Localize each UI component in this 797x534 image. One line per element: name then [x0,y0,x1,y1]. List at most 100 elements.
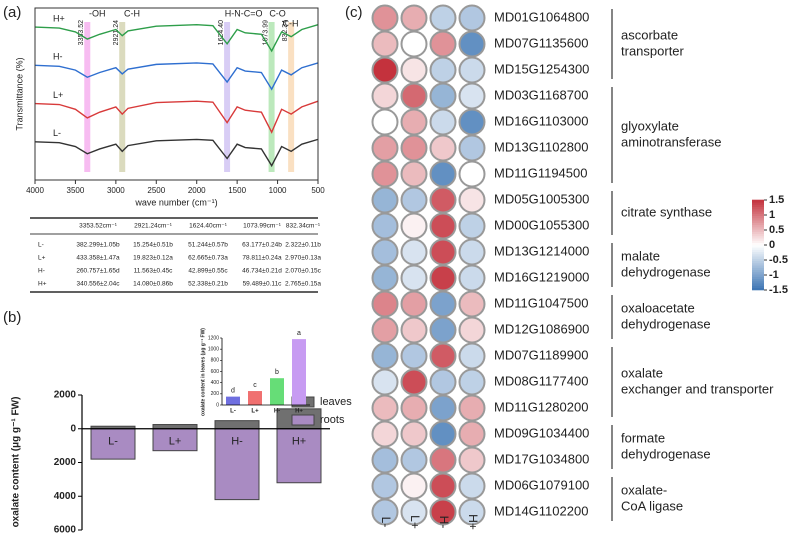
heat-cell [429,186,457,214]
gene-label: MD01G1064800 [494,9,589,24]
heat-cell [400,498,428,526]
group-label: oxalate [621,365,663,380]
significance-letter: c [253,382,257,389]
gene-label: MD14G1102200 [494,503,588,518]
gene-label: MD08G1177400 [494,373,588,388]
gene-label: MD12G1086900 [494,321,589,336]
colorbar-slice [752,282,764,286]
group-label: exchanger and transporter [621,381,774,396]
colorbar-slice [752,246,764,250]
heat-cell [458,472,486,500]
heat-cell [458,4,486,32]
colorbar-slice [752,267,764,271]
heat-cell [400,186,428,214]
colorbar-slice [752,226,764,230]
group-label: oxalate- [621,482,667,497]
table-cell: 260.757±1.65d [76,268,120,275]
annotation: H-N-C=O [225,8,263,18]
colorbar-slice [752,219,764,223]
colorbar-slice [752,215,764,219]
heat-cell [400,264,428,292]
heat-cell [458,238,486,266]
gene-label: MD03G1168700 [494,87,588,102]
band-label: 1624.40 [218,20,225,45]
colorbar-slice [752,228,764,232]
colorbar-slice [752,204,764,208]
heat-cell [429,420,457,448]
heat-cell [458,316,486,344]
heat-cell [429,472,457,500]
annotation: C-H [124,8,140,18]
significance-letter: b [275,369,279,376]
heat-cell [371,212,399,240]
panel-label: (b) [3,309,21,326]
colorbar-slice [752,233,764,237]
table-cell: 19.823±0.12a [133,255,173,262]
heat-cell [458,498,486,526]
heat-cell [371,498,399,526]
colorbar-slice [752,224,764,228]
colorbar-slice [752,253,764,257]
bar [270,378,284,405]
heat-cell [429,446,457,474]
table-cell: 11.563±0.45c [134,268,174,275]
category-label: L+ [251,409,259,415]
heat-cell [371,30,399,58]
column-label: L+ [408,515,422,529]
category-label: L- [108,436,118,448]
heat-cell [371,472,399,500]
heat-cell [400,212,428,240]
group-label: transporter [621,43,685,58]
heat-cell [429,238,457,266]
gene-label: MD06G1079100 [494,477,589,492]
heat-cell [400,82,428,110]
table-cell: H- [38,268,45,275]
colorbar-slice [752,213,764,217]
heat-cell [371,342,399,370]
group-label: ascorbate [621,27,678,42]
y-axis-label: oxalate content in leaves (μg g⁻¹ FW) [200,328,206,416]
heat-cell [371,420,399,448]
y-tick-label: 800 [211,358,220,364]
colorbar-slice [752,269,764,273]
column-label: H+ [466,514,480,530]
colorbar-slice [752,244,764,248]
heat-cell [371,446,399,474]
heat-cell [429,342,457,370]
heat-cell [458,212,486,240]
heat-cell [371,160,399,188]
gene-label: MD09G1034400 [494,425,589,440]
category-label: H- [231,436,243,448]
y-tick-label: 0 [216,402,219,408]
heat-cell [458,342,486,370]
heat-cell [371,56,399,84]
bar [292,339,306,405]
table-header: 1073.99cm⁻¹ [243,223,282,230]
colorbar-label: 1 [769,209,775,221]
table-cell: 382.299±1.05b [76,242,120,249]
table-cell: L- [38,242,44,249]
colorbar-slice [752,210,764,214]
group-label: formate [621,430,665,445]
heat-cell [429,212,457,240]
y-tick-label: 2000 [54,390,77,401]
group-label: CoA ligase [621,498,683,513]
x-tick-label: 2500 [147,186,165,195]
y-tick-label: 4000 [54,491,77,502]
category-label: H- [274,409,280,415]
band [288,22,295,172]
x-tick-label: 2000 [188,186,206,195]
colorbar-label: 0 [769,239,775,251]
group-label: citrate synthase [621,204,712,219]
series-label: L+ [53,90,63,100]
table-cell: 2.970±0.13a [285,255,321,262]
colorbar-slice [752,264,764,268]
plot-frame [34,7,319,181]
table-header: 1624.40cm⁻¹ [189,223,228,230]
heat-cell [429,82,457,110]
band [224,22,231,172]
table-header: 2921.24cm⁻¹ [134,223,173,230]
gene-label: MD07G1189900 [494,347,588,362]
group-label: dehydrogenase [621,316,711,331]
heat-cell [400,4,428,32]
